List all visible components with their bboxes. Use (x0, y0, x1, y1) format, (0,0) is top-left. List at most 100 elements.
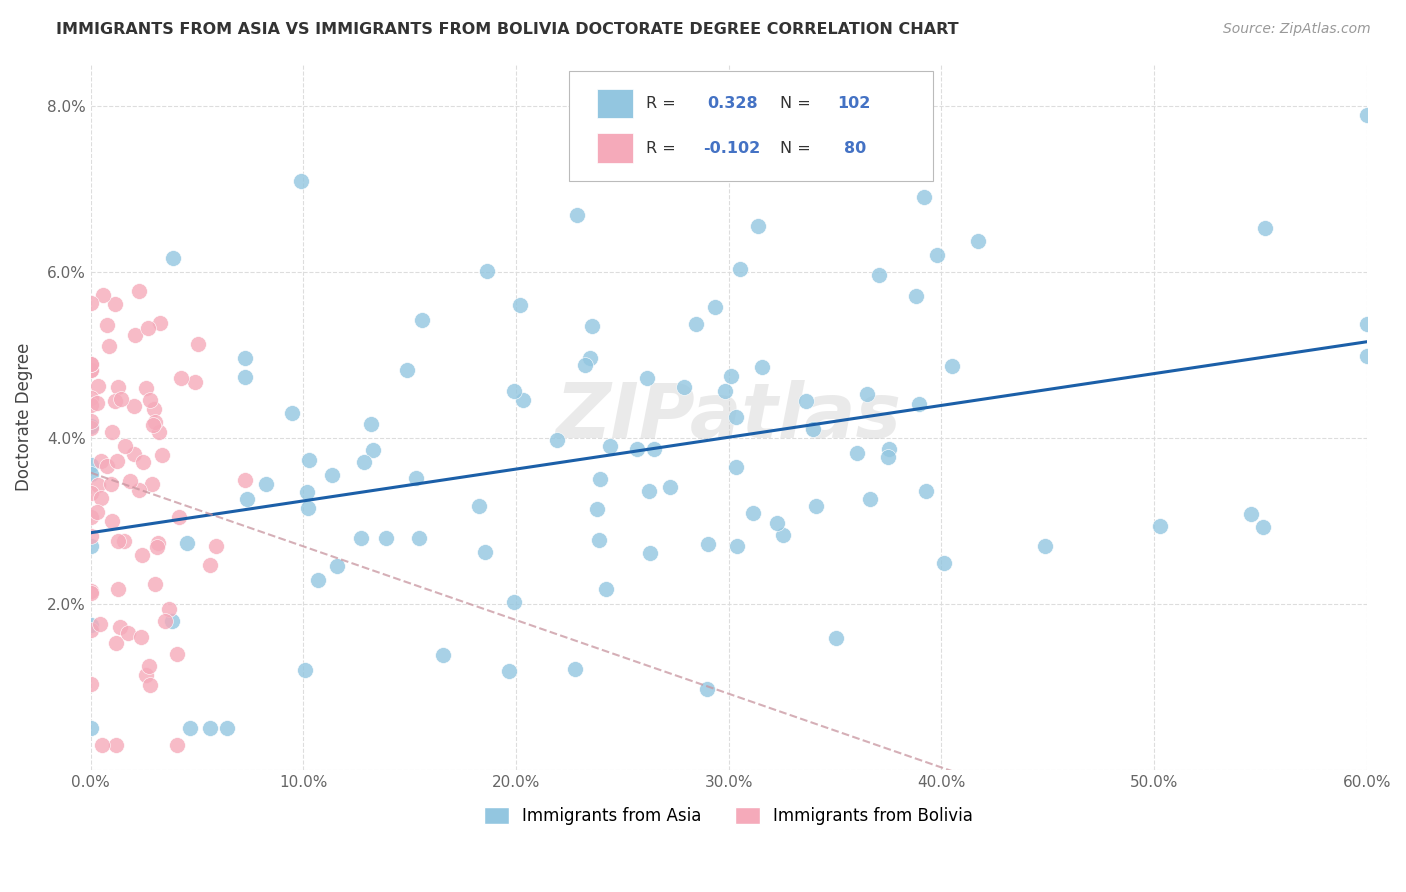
Point (142, 402, 165, 417)
Point (136, 320, 159, 334)
Point (205, 540, 228, 554)
Point (110, 392, 132, 407)
Point (166, 738, 188, 752)
Point (160, 614, 183, 628)
Point (179, 721, 201, 735)
Point (112, 534, 135, 549)
Point (114, 439, 136, 453)
Point (176, 535, 198, 549)
Text: -0.102: -0.102 (703, 141, 761, 155)
Point (801, 422, 824, 436)
Point (155, 614, 177, 628)
Point (103, 297, 125, 311)
Point (728, 261, 751, 276)
Point (149, 316, 172, 330)
Point (167, 510, 190, 524)
Point (101, 514, 124, 528)
Point (166, 647, 188, 661)
Point (117, 625, 139, 640)
Point (512, 393, 534, 408)
Point (135, 667, 157, 681)
Point (1240, 507, 1263, 521)
Point (307, 573, 329, 587)
Point (360, 417, 382, 432)
Point (825, 631, 848, 645)
Text: N =: N = (780, 141, 815, 155)
Point (79, 539, 101, 553)
Point (129, 630, 152, 644)
Point (79, 295, 101, 310)
Point (564, 662, 586, 676)
Point (79, 421, 101, 435)
Point (599, 439, 621, 453)
Point (107, 534, 129, 549)
Point (375, 531, 398, 545)
Point (724, 460, 747, 475)
Point (509, 298, 531, 312)
Point (468, 499, 491, 513)
Point (859, 491, 882, 506)
Point (79, 392, 101, 406)
Point (101, 425, 124, 440)
Point (139, 393, 162, 408)
Point (908, 397, 931, 411)
Point (96, 318, 118, 333)
Point (725, 409, 748, 424)
Point (198, 722, 221, 736)
Point (297, 501, 319, 516)
Point (198, 558, 221, 572)
Point (79, 584, 101, 599)
Point (298, 453, 321, 467)
Point (1251, 520, 1274, 534)
Point (132, 455, 155, 469)
Point (79, 363, 101, 377)
Point (120, 474, 142, 488)
Point (122, 447, 145, 461)
Point (79, 510, 101, 524)
Point (86, 396, 108, 410)
Point (90, 454, 112, 468)
Point (146, 540, 169, 554)
Point (107, 582, 129, 596)
Text: 0.328: 0.328 (707, 96, 758, 112)
Point (89, 616, 111, 631)
Point (714, 384, 737, 398)
Point (122, 399, 145, 413)
Point (79, 414, 101, 428)
FancyBboxPatch shape (569, 71, 932, 180)
Point (503, 384, 526, 399)
Point (766, 516, 789, 530)
Point (254, 477, 277, 491)
Point (96, 459, 118, 474)
Point (80, 623, 103, 637)
Point (108, 620, 131, 634)
Point (1149, 519, 1171, 533)
Point (79, 458, 101, 473)
Point (405, 471, 427, 485)
Point (100, 477, 122, 491)
Point (79, 586, 101, 600)
Point (138, 678, 160, 692)
Point (581, 318, 603, 333)
Point (79, 486, 101, 500)
Point (411, 312, 433, 326)
Point (141, 417, 163, 432)
Point (725, 539, 748, 553)
Point (794, 393, 817, 408)
Point (636, 371, 658, 385)
Point (1254, 221, 1277, 235)
Point (565, 208, 588, 222)
Text: 102: 102 (837, 96, 870, 112)
Point (91, 738, 114, 752)
Point (876, 450, 898, 465)
Point (157, 602, 180, 616)
Point (806, 499, 828, 513)
Point (104, 394, 127, 409)
Point (574, 358, 596, 372)
Text: R =: R = (645, 96, 681, 112)
Point (290, 174, 312, 188)
Text: R =: R = (645, 141, 681, 155)
Point (747, 219, 769, 233)
Point (326, 558, 349, 573)
Point (696, 681, 718, 696)
